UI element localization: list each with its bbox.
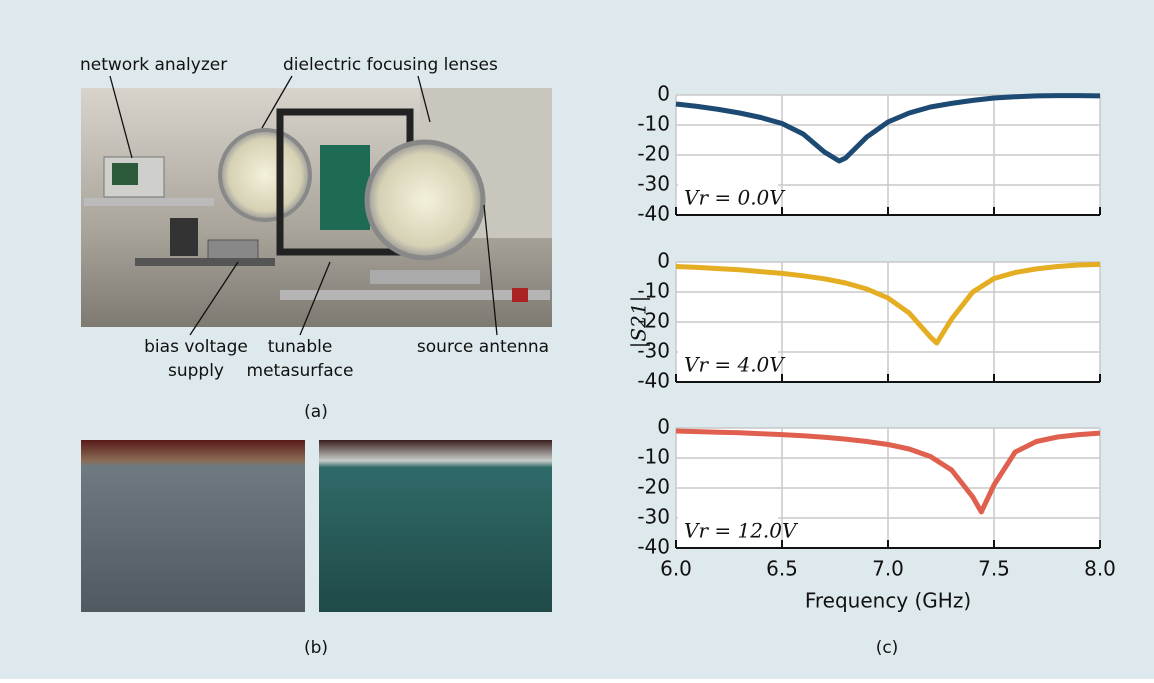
y-tick-label: -10 <box>637 279 670 303</box>
y-tick-label: -40 <box>637 369 670 393</box>
series-line <box>675 261 1101 346</box>
photo-label: network analyzer <box>80 55 227 75</box>
photo-label: supply <box>168 361 224 381</box>
annotation-box <box>678 183 778 213</box>
y-tick-label: -10 <box>637 112 670 136</box>
y-tick-label: 0 <box>657 249 670 273</box>
leader-lines <box>109 75 498 336</box>
annotation-box <box>678 350 778 380</box>
annotation-box <box>678 516 778 546</box>
x-axis-label: Frequency (GHz) <box>805 589 971 613</box>
photo-label: source antenna <box>417 337 549 357</box>
y-tick-label: -20 <box>637 142 670 166</box>
y-tick-label: -20 <box>637 309 670 333</box>
panel-label: (c) <box>876 638 899 658</box>
x-tick-label: 6.0 <box>660 557 692 581</box>
panel-label: (a) <box>304 402 328 422</box>
photo-label: bias voltage <box>144 337 248 357</box>
y-tick-label: 0 <box>657 415 670 439</box>
y-axis-label: |S21| <box>627 296 652 349</box>
y-tick-label: -20 <box>637 475 670 499</box>
photo-setup <box>81 88 552 327</box>
y-tick-label: -40 <box>637 202 670 226</box>
x-tick-label: 8.0 <box>1084 557 1116 581</box>
x-tick-label: 7.0 <box>872 557 904 581</box>
photo-label: metasurface <box>247 361 354 381</box>
y-tick-label: -30 <box>637 339 670 363</box>
x-tick-label: 7.5 <box>978 557 1010 581</box>
photo-metasurface-back <box>81 440 305 612</box>
series-line <box>675 428 1101 515</box>
annotation: Vr = 4.0V <box>684 353 786 377</box>
annotation: Vr = 0.0V <box>684 186 786 210</box>
photo-label: tunable <box>268 337 333 357</box>
annotation: Vr = 12.0V <box>684 519 799 543</box>
y-tick-label: -30 <box>637 505 670 529</box>
photo-label: dielectric focusing lenses <box>283 55 498 75</box>
y-tick-label: 0 <box>657 82 670 106</box>
photo-metasurface-front <box>319 440 552 612</box>
series-line <box>675 93 1101 164</box>
panel-label: (b) <box>304 638 328 658</box>
x-tick-label: 6.5 <box>766 557 798 581</box>
y-tick-label: -10 <box>637 445 670 469</box>
y-tick-label: -30 <box>637 172 670 196</box>
y-tick-label: -40 <box>637 535 670 559</box>
